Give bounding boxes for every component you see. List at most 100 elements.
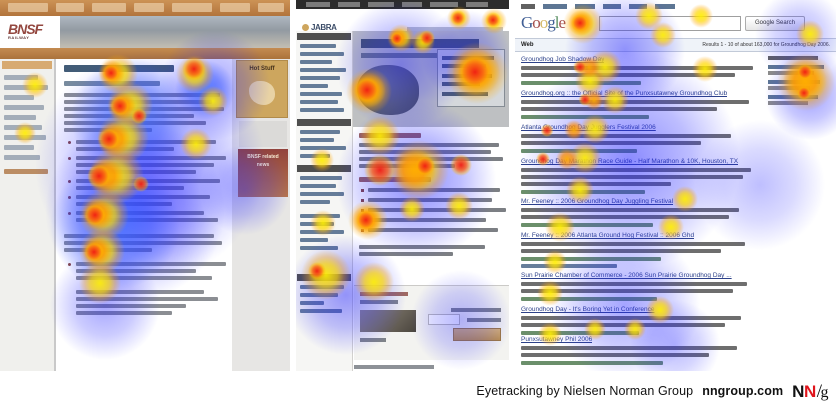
nng-logo-g: g [820,384,829,401]
result-title[interactable]: Groundhog Day Marathon Race Guide - Half… [521,158,739,165]
result-url[interactable] [521,223,653,227]
result-title[interactable]: Mr. Feeney :: 2006 Groundhog Day Jugglin… [521,198,674,205]
sidebar-item[interactable] [4,115,36,120]
sidebar-link[interactable] [300,146,346,150]
sidebar-link[interactable] [300,154,330,158]
sidebar-link[interactable] [300,76,340,80]
result-url[interactable] [521,149,637,153]
sidebar-link[interactable] [300,200,330,204]
result-url[interactable] [521,81,641,85]
list-item [76,202,172,206]
sidebar-item[interactable] [4,125,42,130]
sidebar-link[interactable] [300,138,334,142]
sidebar-link[interactable] [300,214,340,218]
sidebar-link[interactable] [300,44,336,48]
result-url[interactable] [521,115,649,119]
browser-top-bar[interactable] [296,0,509,9]
google-logo[interactable]: Google [521,13,566,32]
sidebar-item[interactable] [4,75,38,80]
main-content [56,59,232,371]
result-url[interactable] [521,257,661,261]
secondary-promo[interactable] [239,121,287,147]
result-title[interactable]: Groundhog Day - It's Boring Yet in Confe… [521,306,655,313]
sidebar-link[interactable] [300,68,346,72]
feature-item [368,198,492,202]
site-logo[interactable]: BNSF RAILWAY [8,22,43,40]
sub-navigation-bar[interactable] [0,48,290,59]
brand-dot-icon [302,24,309,31]
result-url[interactable] [521,361,663,365]
sidebar-item[interactable] [4,95,34,100]
result-url[interactable] [521,190,645,194]
top-link-images[interactable] [543,4,567,9]
footer-links[interactable] [354,365,434,369]
sidebar-link[interactable] [300,84,328,88]
search-input[interactable] [599,16,741,31]
logo-letter-e: e [558,13,566,32]
sidebar-link[interactable] [300,222,334,226]
result-snippet [521,73,735,77]
result-title[interactable]: Groundhog Job Shadow Day [521,56,605,63]
sidebar-link[interactable] [300,108,344,112]
top-link-news[interactable] [603,4,621,9]
add-to-cart-button[interactable] [453,328,501,341]
sidebar-link[interactable] [300,60,332,64]
sidebar-link[interactable] [300,293,338,297]
brand-logo[interactable]: JABRA [302,24,337,32]
order-form [354,285,509,360]
sidebar-link[interactable] [300,192,344,196]
tab-web[interactable]: Web [521,42,534,48]
sidebar-item[interactable] [4,105,44,110]
logo-letter-g2: g [547,13,555,32]
list-item [76,147,174,151]
result-more-link[interactable] [521,264,617,268]
result-title[interactable]: Atlanta Groundhog Day Jugglers Festival … [521,124,656,131]
sidebar-item[interactable] [4,155,40,160]
sidebar-link[interactable] [300,246,338,250]
nng-logo[interactable]: N N / g [792,382,828,401]
sponsored-link[interactable] [768,95,818,99]
sidebar-link[interactable] [300,92,342,96]
result-title[interactable]: Sun Prairie Chamber of Commerce - 2006 S… [521,272,732,279]
hot-stuff-promo[interactable]: Hot Stuff [236,60,288,118]
news-promo[interactable]: BNSF related news [238,149,288,197]
quantity-input[interactable] [428,314,460,325]
sidebar-link[interactable] [300,230,344,234]
top-navigation-bar[interactable] [0,0,290,16]
result-title[interactable]: Punxsutawney Phil 2006 [521,336,593,343]
sponsored-link[interactable] [768,65,824,69]
result-title[interactable]: Mr. Feeney :: 2006 Atlanta Ground Hog Fe… [521,232,695,239]
sidebar-link[interactable] [300,130,340,134]
paragraph-line [359,143,499,147]
caption-text: Eyetracking by Nielsen Norman Group [476,384,694,399]
top-link-video[interactable] [575,4,595,9]
sidebar-link[interactable] [300,238,328,242]
hero-region [353,31,509,127]
top-link-more[interactable] [655,4,675,9]
caption-website[interactable]: nngroup.com [702,384,784,399]
sponsored-link[interactable] [768,80,820,84]
sidebar-item[interactable] [4,145,34,150]
sidebar-link[interactable] [300,301,324,305]
result-snippet [521,168,751,172]
sidebar-link[interactable] [300,309,342,313]
list-item [76,269,196,273]
sidebar-item[interactable] [4,135,46,140]
sidebar-item[interactable] [4,85,48,90]
sidebar-item[interactable] [4,169,48,174]
result-url[interactable] [521,297,657,301]
sidebar-link[interactable] [300,184,336,188]
nng-logo-slash: / [816,381,822,402]
result-url[interactable] [521,331,639,335]
sponsored-links-label [768,56,818,60]
sidebar-link[interactable] [300,285,344,289]
top-link-web[interactable] [521,4,535,9]
sidebar-link[interactable] [300,100,338,104]
sidebar-link[interactable] [300,176,342,180]
result-title[interactable]: Groundhog.org :: the Official Site of th… [521,90,728,97]
search-button[interactable]: Google Search [745,16,805,31]
top-link-maps[interactable] [629,4,647,9]
feature-callout-box [437,49,505,107]
sidebar-link[interactable] [300,52,344,56]
paragraph-line [64,121,206,125]
